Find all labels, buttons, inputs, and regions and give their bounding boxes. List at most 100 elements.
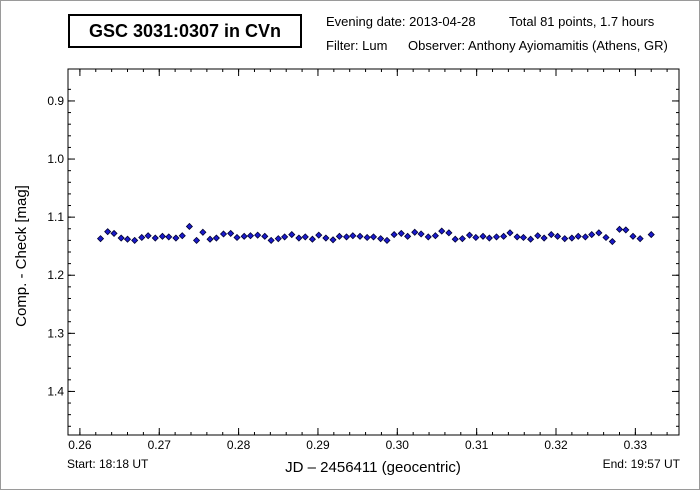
data-point bbox=[158, 232, 166, 240]
data-point bbox=[615, 225, 624, 233]
data-point bbox=[212, 234, 220, 242]
data-point bbox=[629, 232, 637, 240]
data-point bbox=[165, 233, 173, 241]
data-point bbox=[295, 234, 303, 242]
data-point bbox=[506, 229, 514, 237]
y-tick-label: 1.1 bbox=[47, 210, 64, 224]
x-tick-label: 0.31 bbox=[465, 438, 489, 452]
data-point bbox=[315, 231, 323, 239]
data-point bbox=[144, 232, 152, 240]
data-point bbox=[254, 231, 262, 239]
data-point bbox=[527, 235, 535, 243]
data-point bbox=[500, 232, 508, 240]
x-tick-label: 0.26 bbox=[68, 438, 92, 452]
data-point bbox=[438, 227, 446, 235]
data-point bbox=[172, 234, 180, 242]
y-axis: 0.9 1.0 1.1 1.2 1.3 1.4 bbox=[47, 88, 679, 427]
total-points: Total 81 points, 1.7 hours bbox=[509, 14, 655, 29]
data-point bbox=[554, 232, 562, 240]
data-point bbox=[274, 235, 282, 243]
data-point bbox=[356, 232, 364, 240]
data-point bbox=[424, 233, 432, 241]
x-tick-label: 0.33 bbox=[624, 438, 648, 452]
end-time: End: 19:57 UT bbox=[602, 457, 680, 471]
data-point bbox=[349, 232, 357, 240]
data-point bbox=[151, 234, 159, 242]
data-point bbox=[574, 232, 582, 240]
data-point bbox=[233, 233, 241, 242]
data-point bbox=[622, 226, 630, 234]
start-time: Start: 18:18 UT bbox=[67, 457, 149, 471]
y-tick-label: 1.0 bbox=[47, 152, 64, 166]
data-point bbox=[240, 232, 248, 240]
x-tick-label: 0.30 bbox=[386, 438, 410, 452]
data-point bbox=[227, 229, 235, 237]
data-point bbox=[404, 232, 412, 240]
data-point bbox=[561, 235, 569, 243]
data-point bbox=[492, 233, 501, 241]
observer-info: Observer: Anthony Ayiomamitis (Athens, G… bbox=[408, 38, 668, 53]
data-point bbox=[185, 222, 193, 231]
data-point bbox=[267, 236, 275, 244]
data-point bbox=[261, 232, 269, 240]
data-point bbox=[519, 233, 528, 242]
x-tick-label: 0.32 bbox=[544, 438, 568, 452]
data-point bbox=[431, 232, 439, 240]
chart-title: GSC 3031:0307 in CVn bbox=[68, 14, 302, 48]
x-axis-title: JD – 2456411 (geocentric) bbox=[285, 459, 461, 476]
data-point bbox=[602, 233, 610, 242]
data-point bbox=[246, 232, 255, 240]
filter-info: Filter: Lum bbox=[326, 38, 388, 53]
evening-date: Evening date: 2013-04-28 bbox=[326, 14, 476, 29]
data-point bbox=[329, 236, 337, 244]
data-point bbox=[192, 236, 201, 244]
data-point bbox=[138, 233, 146, 242]
data-point bbox=[465, 231, 474, 239]
data-point bbox=[595, 229, 603, 237]
y-tick-label: 1.2 bbox=[47, 268, 64, 282]
data-point bbox=[363, 233, 371, 242]
data-point bbox=[96, 235, 105, 243]
data-point bbox=[485, 234, 493, 242]
data-point bbox=[383, 236, 391, 244]
data-point bbox=[458, 235, 466, 243]
data-point bbox=[397, 229, 405, 237]
data-point bbox=[308, 235, 316, 243]
data-point bbox=[288, 231, 296, 239]
data-point bbox=[472, 233, 480, 242]
data-point bbox=[390, 231, 398, 239]
x-axis: 0.26 0.27 0.28 0.29 0.30 0.31 0.32 0.33 bbox=[68, 69, 668, 452]
x-tick-label: 0.29 bbox=[306, 438, 330, 452]
y-tick-label: 1.4 bbox=[47, 384, 64, 398]
data-point bbox=[377, 235, 385, 243]
data-point bbox=[636, 235, 644, 243]
data-point bbox=[342, 233, 351, 241]
y-tick-label: 1.3 bbox=[47, 326, 64, 340]
data-point bbox=[568, 234, 576, 242]
data-point bbox=[104, 228, 112, 236]
data-point bbox=[281, 233, 289, 241]
data-point bbox=[117, 234, 125, 242]
data-point bbox=[335, 232, 343, 240]
plot-frame bbox=[67, 68, 680, 436]
data-point bbox=[178, 232, 186, 240]
data-point bbox=[131, 236, 139, 244]
data-point bbox=[451, 235, 459, 243]
data-point bbox=[206, 235, 214, 243]
data-point bbox=[547, 231, 555, 239]
data-point bbox=[445, 229, 453, 237]
data-point bbox=[540, 234, 548, 242]
data-point bbox=[588, 231, 596, 239]
data-point bbox=[534, 232, 542, 240]
y-tick-label: 0.9 bbox=[47, 94, 64, 108]
data-point bbox=[513, 233, 521, 241]
data-point bbox=[479, 232, 487, 240]
data-point bbox=[110, 229, 118, 237]
x-tick-label: 0.28 bbox=[227, 438, 251, 452]
data-point bbox=[322, 234, 330, 242]
y-axis-title: Comp. - Check [mag] bbox=[13, 185, 30, 327]
data-points bbox=[96, 222, 655, 246]
data-point bbox=[123, 235, 132, 243]
data-point bbox=[199, 228, 207, 236]
